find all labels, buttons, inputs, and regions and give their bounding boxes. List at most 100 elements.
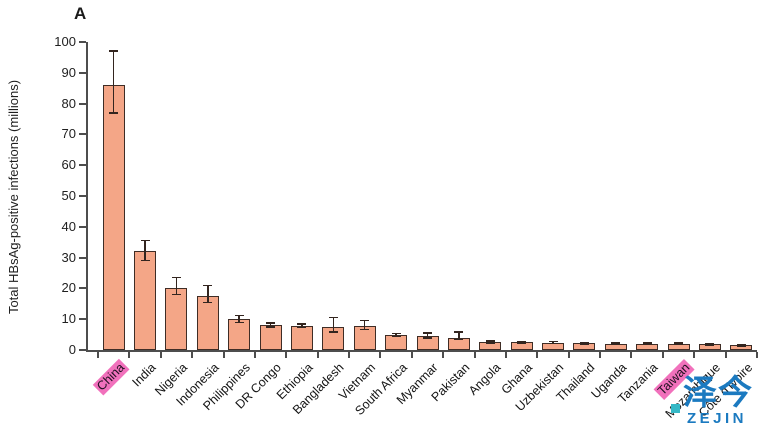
y-axis-tick-label: 40	[61, 218, 76, 234]
panel-label: A	[74, 4, 87, 23]
x-axis-tick	[756, 352, 758, 358]
y-axis-tick	[79, 318, 86, 321]
error-cap-bottom-angola	[485, 342, 495, 344]
error-cap-bottom-c-te-d-ivoire	[736, 345, 746, 347]
error-cap-bottom-uganda	[611, 343, 621, 345]
x-axis-tick	[536, 352, 539, 358]
x-axis-tick	[473, 352, 476, 358]
error-bar-indonesia	[207, 285, 209, 303]
error-cap-top-india	[140, 239, 150, 242]
y-axis-tick	[79, 287, 86, 290]
y-axis-tick	[79, 256, 86, 259]
error-bar-bangladesh	[332, 317, 335, 333]
error-cap-top-vietnam	[360, 319, 370, 322]
y-axis-tick-label: 80	[61, 95, 76, 111]
x-axis-tick	[724, 352, 727, 358]
error-cap-bottom-nigeria	[171, 293, 181, 296]
error-cap-bottom-ethiopia	[297, 326, 307, 329]
error-cap-bottom-tanzania	[642, 343, 652, 345]
x-axis-line	[86, 350, 757, 352]
error-bar-ethiopia	[301, 324, 303, 328]
y-axis-tick	[79, 225, 86, 228]
error-cap-top-taiwan	[674, 342, 684, 344]
bar-indonesia	[196, 296, 219, 350]
watermark-teal-square	[671, 404, 680, 413]
y-axis-tick	[79, 349, 86, 351]
error-bar-dr-congo	[269, 323, 272, 327]
x-axis-tick	[285, 352, 288, 358]
bar-nigeria	[165, 288, 188, 350]
error-cap-top-ethiopia	[297, 323, 307, 325]
x-axis-tick	[253, 352, 256, 358]
error-cap-top-pakistan	[454, 331, 464, 333]
x-axis-tick	[504, 352, 507, 358]
y-axis-tick-label: 90	[61, 64, 76, 80]
y-axis-tick-label: 60	[61, 157, 76, 173]
error-cap-top-tanzania	[642, 341, 652, 344]
error-cap-bottom-pakistan	[454, 338, 464, 341]
y-axis-tick	[79, 195, 86, 197]
y-axis-tick	[79, 71, 86, 74]
x-axis-tick	[379, 352, 382, 358]
x-axis-tick	[599, 352, 602, 358]
x-axis-tick	[567, 352, 570, 358]
y-axis-tick	[79, 133, 86, 136]
error-cap-bottom-bangladesh	[328, 331, 338, 333]
error-cap-top-nigeria	[171, 276, 181, 279]
error-cap-top-dr-congo	[266, 322, 276, 324]
error-cap-top-angola	[485, 340, 495, 342]
error-bar-pakistan	[458, 332, 460, 340]
error-cap-bottom-taiwan	[674, 343, 684, 346]
x-axis-tick	[693, 352, 696, 358]
error-cap-bottom-china	[109, 112, 119, 114]
bar-philippines	[228, 319, 251, 350]
error-bar-angola	[489, 340, 491, 343]
watermark-logo: 泽今 ZEJIN	[671, 376, 757, 426]
error-cap-top-myanmar	[423, 332, 432, 334]
y-axis-tick-label: 50	[61, 188, 76, 203]
error-bar-nigeria	[175, 277, 178, 295]
x-axis-tick	[442, 352, 445, 358]
error-cap-top-uzbekistan	[548, 340, 558, 343]
error-cap-bottom-ghana	[517, 342, 527, 344]
y-axis-tick-label: 20	[61, 280, 76, 296]
x-axis-tick	[159, 352, 162, 358]
error-cap-bottom-india	[140, 259, 150, 262]
error-bar-south-africa	[395, 333, 397, 337]
error-cap-top-c-te-d-ivoire	[736, 344, 746, 346]
error-bar-india	[144, 240, 146, 261]
y-axis-tick	[79, 41, 86, 43]
error-cap-top-bangladesh	[328, 316, 338, 319]
error-cap-top-thailand	[579, 341, 589, 344]
y-axis-line	[86, 42, 88, 352]
error-cap-top-indonesia	[203, 284, 213, 287]
error-bar-uzbekistan	[552, 341, 554, 344]
error-cap-bottom-mozambique	[705, 344, 715, 346]
y-axis-tick-label: 0	[68, 342, 76, 357]
error-cap-bottom-indonesia	[203, 301, 213, 303]
x-axis-tick	[661, 352, 664, 358]
x-axis-tick	[316, 352, 319, 358]
error-cap-bottom-uzbekistan	[548, 342, 558, 345]
watermark-latin-text: ZEJIN	[687, 410, 748, 427]
bar-dr-congo	[259, 325, 282, 350]
error-cap-bottom-philippines	[234, 321, 244, 324]
error-cap-top-philippines	[234, 314, 244, 317]
error-cap-top-ghana	[517, 340, 527, 343]
bar-ethiopia	[290, 325, 313, 350]
y-axis-tick-label: 70	[61, 126, 76, 142]
error-bar-tanzania	[646, 342, 648, 345]
error-cap-top-mozambique	[705, 342, 715, 345]
error-bar-philippines	[238, 315, 240, 323]
error-cap-top-china	[109, 50, 119, 52]
x-axis-label-china: China	[92, 359, 130, 396]
bar-india	[134, 251, 157, 350]
x-axis-tick	[191, 352, 194, 358]
y-axis-tick-label: 10	[61, 311, 76, 327]
y-axis-title: Total HBsAg-positive infections (million…	[6, 79, 21, 315]
x-axis-tick	[97, 352, 99, 358]
bar-china	[102, 85, 125, 350]
x-axis-tick	[348, 352, 351, 358]
x-axis-tick	[630, 352, 633, 358]
